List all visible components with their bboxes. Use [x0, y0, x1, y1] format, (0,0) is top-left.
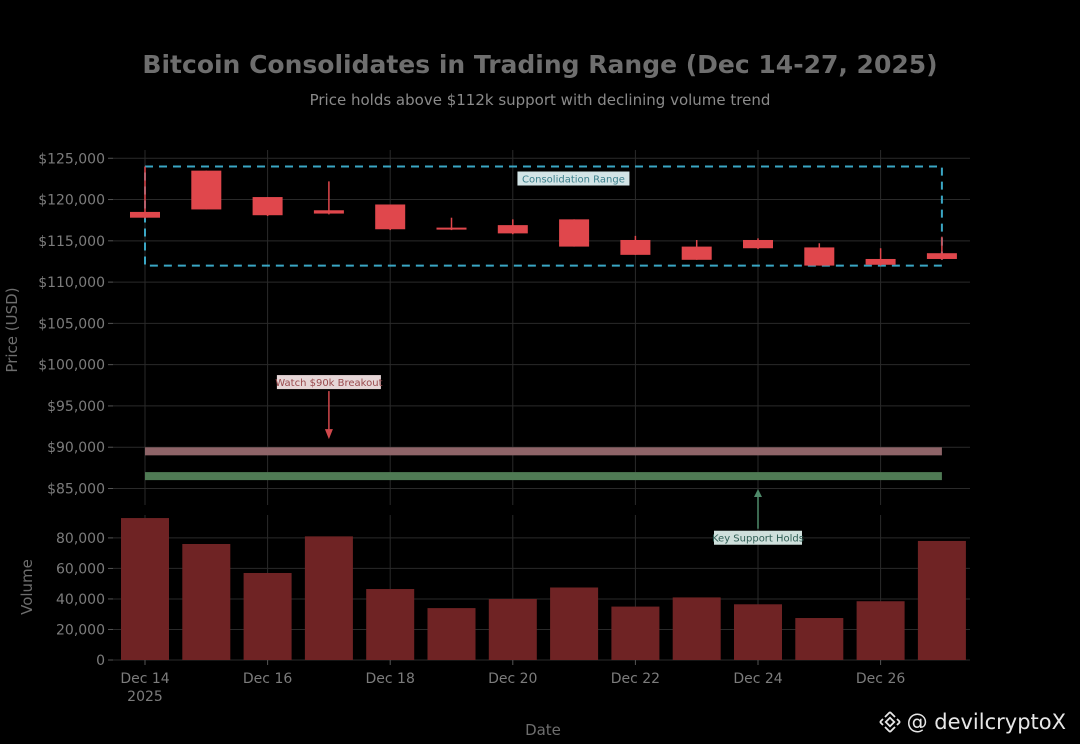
x-tick-label: Dec 26: [856, 671, 905, 687]
candle-body: [620, 239, 651, 255]
support-level-band: [145, 472, 942, 481]
x-tick-label: Dec 18: [366, 671, 415, 687]
price-tick-label: $115,000: [38, 234, 105, 250]
price-tick-label: $85,000: [47, 481, 105, 497]
candle-body: [130, 211, 160, 218]
breakout-arrow-head: [324, 429, 333, 440]
candle-body: [926, 253, 957, 259]
chart-subtitle: Price holds above $112k support with dec…: [310, 91, 771, 109]
binance-icon: [878, 711, 901, 733]
chart-title: Bitcoin Consolidates in Trading Range (D…: [142, 50, 937, 79]
consolidation-label-bg: [517, 171, 630, 186]
volume-tick-label: 0: [96, 653, 105, 669]
price-tick-label: $95,000: [47, 399, 105, 415]
volume-tick-label: 80,000: [56, 531, 105, 547]
x-axis-label: Date: [525, 721, 561, 739]
volume-bar: [611, 606, 660, 660]
candle-body: [681, 246, 712, 260]
volume-bar: [304, 536, 353, 660]
watermark-text: @ devilcryptoX: [906, 710, 1066, 734]
volume-bar: [917, 540, 966, 660]
volume-bar: [734, 604, 782, 660]
volume-bar: [795, 618, 844, 660]
price-tick-label: $125,000: [38, 151, 105, 167]
price-tick-label: $110,000: [38, 275, 105, 291]
watermark: @ devilcryptoX: [878, 710, 1066, 734]
volume-bar: [488, 598, 537, 660]
candle-body: [313, 210, 344, 214]
volume-bar: [182, 544, 231, 660]
volume-bar: [243, 573, 292, 660]
price-tick-label: $105,000: [38, 316, 105, 332]
price-tick-label: $100,000: [38, 358, 105, 374]
volume-axis-label: Volume: [18, 559, 36, 615]
price-panel: $85,000 $90,000 $95,000 $100,000 $105,000 $11…: [38, 150, 970, 505]
price-tick-label: $120,000: [38, 193, 105, 209]
volume-tick-label: 40,000: [56, 592, 105, 608]
x-tick-label: Dec 16: [243, 671, 292, 687]
breakout-label: Watch $90k Breakout: [275, 378, 382, 389]
volume-bar: [672, 597, 721, 660]
price-tick-label: $90,000: [47, 440, 105, 456]
volume-bar: [121, 518, 169, 660]
x-axis: Dec 14 2025 Dec 16 Dec 18 Dec 20 Dec 22 Dec 24…: [120, 660, 905, 705]
volume-bar: [427, 608, 476, 660]
volume-tick-label: 60,000: [56, 561, 105, 577]
volume-bar: [550, 587, 599, 660]
candle-body: [436, 227, 467, 230]
candle-body: [743, 239, 773, 249]
candle-body: [375, 204, 406, 230]
x-tick-label: Dec 14: [120, 671, 169, 687]
support-label: Key Support Holds: [712, 534, 804, 545]
x-tick-label: Dec 24: [733, 671, 782, 687]
volume-panel: 0 20,000 40,000 60,000 80,000 Key Support Hol…: [56, 489, 970, 669]
x-tick-label: Dec 20: [488, 671, 537, 687]
candle-body: [804, 247, 835, 266]
x-tick-label: Dec 22: [611, 671, 660, 687]
support-arrow-head: [754, 489, 762, 497]
candle-body: [559, 219, 590, 247]
price-axis-label: Price (USD): [3, 287, 21, 372]
resistance-level-band: [145, 447, 942, 456]
candle-body: [252, 197, 283, 216]
consolidation-label: Consolidation Range: [522, 175, 625, 186]
breakout-label-bg: [276, 375, 381, 390]
volume-bar: [366, 589, 415, 660]
candle-body: [865, 258, 896, 265]
volume-bar: [856, 601, 905, 660]
candle-body: [191, 170, 222, 210]
candle-body: [497, 225, 528, 234]
volume-tick-label: 20,000: [56, 622, 105, 638]
x-tick-sublabel: 2025: [127, 689, 163, 705]
support-label-bg: [714, 530, 802, 545]
